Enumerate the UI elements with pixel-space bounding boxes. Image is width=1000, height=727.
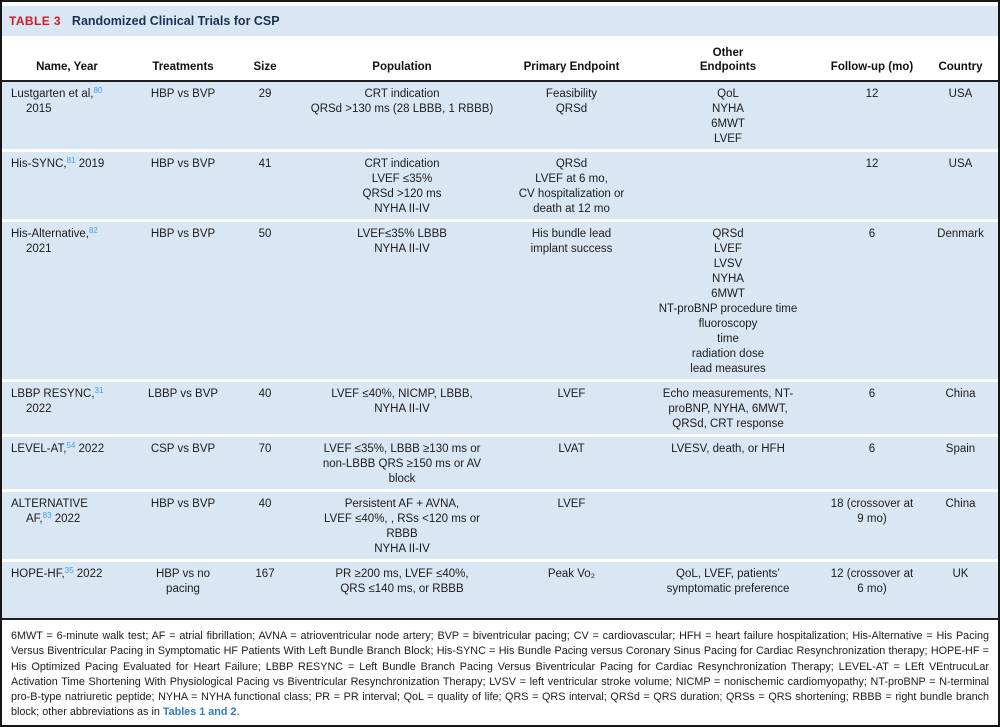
- table-row: HOPE-HF,35 2022 HBP vs no pacing 167 PR ≥20…: [2, 562, 998, 618]
- reference-superscript[interactable]: 54: [66, 441, 76, 450]
- footnote-text: 6MWT = 6-minute walk test; AF = atrial f…: [11, 630, 989, 719]
- cell-size: 167: [255, 568, 275, 580]
- cell-name-year: LBBP RESYNC,31 2022: [11, 386, 104, 416]
- column-header-size: Size: [253, 61, 277, 73]
- reference-superscript[interactable]: 81: [66, 156, 76, 165]
- tables-1-2-link[interactable]: Tables 1 and 2: [162, 706, 237, 719]
- cell-primary: LVAT: [558, 443, 585, 455]
- cell-country: Spain: [945, 443, 976, 455]
- table-titlebar: TABLE 3 Randomized Clinical Trials for C…: [2, 6, 998, 36]
- cell-country: USA: [948, 88, 973, 100]
- footnote-divider: [2, 618, 998, 620]
- cell-country: USA: [948, 158, 973, 170]
- cell-name-year: Lustgarten et al,80 2015: [11, 86, 103, 116]
- column-header-population: Population: [372, 61, 432, 73]
- cell-treatments: HBP vs BVP: [150, 498, 216, 510]
- reference-superscript[interactable]: 80: [93, 86, 103, 95]
- cell-name-year: LEVEL-AT,54 2022: [11, 441, 105, 456]
- cell-primary: Peak Vo₂: [547, 568, 596, 580]
- cell-size: 40: [258, 498, 272, 510]
- cell-country: China: [945, 498, 976, 510]
- cell-followup: 12: [865, 88, 879, 100]
- cell-followup: 6: [868, 443, 876, 455]
- cell-primary: His bundle lead implant success: [530, 228, 613, 255]
- column-header-other-endpoints: Other Endpoints: [699, 47, 757, 73]
- table-row: His-Alternative,82 2021 HBP vs BVP 50 LVEF≤3…: [2, 222, 998, 382]
- column-header-primary-endpoint: Primary Endpoint: [523, 61, 620, 73]
- cell-name-year: His-Alternative,82 2021: [11, 226, 98, 256]
- cell-treatments: LBBP vs BVP: [147, 388, 219, 400]
- table-row: His-SYNC,81 2019 HBP vs BVP 41 CRT indicati…: [2, 152, 998, 222]
- cell-population: CRT indication QRSd >130 ms (28 LBBB, 1 …: [310, 88, 494, 115]
- cell-other: QoL NYHA 6MWT LVEF: [711, 88, 745, 145]
- table-body: Lustgarten et al,80 2015 HBP vs BVP 29 CRT i…: [2, 82, 998, 618]
- cell-other: QoL, LVEF, patients’ symptomatic prefere…: [666, 568, 790, 595]
- cell-other: QRSd LVEF LVSV NYHA 6MWT NT-proBNP proce…: [658, 228, 798, 375]
- cell-primary: QRSd LVEF at 6 mo, CV hospitalization or…: [518, 158, 625, 215]
- cell-followup: 12 (crossover at 6 mo): [830, 568, 914, 595]
- cell-population: LVEF ≤40%, NICMP, LBBB, NYHA II-IV: [331, 388, 473, 415]
- cell-country: UK: [952, 568, 969, 580]
- cell-other: LVESV, death, or HFH: [671, 443, 785, 455]
- column-header-followup: Follow-up (mo): [830, 61, 914, 73]
- table-row: LEVEL-AT,54 2022 CSP vs BVP 70 LVEF ≤35%, L…: [2, 437, 998, 492]
- cell-primary: LVEF: [557, 388, 586, 400]
- cell-size: 41: [258, 158, 272, 170]
- cell-primary: LVEF: [557, 498, 586, 510]
- table-title: Randomized Clinical Trials for CSP: [71, 14, 280, 28]
- cell-primary: Feasibility QRSd: [545, 88, 598, 115]
- column-header-country: Country: [938, 61, 983, 73]
- cell-size: 29: [258, 88, 272, 100]
- cell-size: 70: [258, 443, 272, 455]
- cell-treatments: HBP vs BVP: [150, 228, 216, 240]
- reference-superscript[interactable]: 82: [88, 226, 98, 235]
- cell-other: [635, 157, 821, 217]
- column-header-treatments: Treatments: [152, 61, 214, 73]
- table-header-row: Name, Year Treatments Size Population Pr…: [2, 36, 998, 80]
- reference-superscript[interactable]: 35: [64, 566, 74, 575]
- table-row: LBBP RESYNC,31 2022 LBBP vs BVP 40 LVEF ≤40%…: [2, 382, 998, 437]
- cell-size: 40: [258, 388, 272, 400]
- table-row: ALTERNATIVE AF,83 2022 HBP vs BVP 40 Persist…: [2, 492, 998, 562]
- reference-superscript[interactable]: 83: [42, 511, 52, 520]
- cell-other: Echo measurements, NT- proBNP, NYHA, 6MW…: [662, 388, 794, 430]
- table-row: Lustgarten et al,80 2015 HBP vs BVP 29 CRT i…: [2, 82, 998, 152]
- cell-treatments: HBP vs BVP: [150, 158, 216, 170]
- cell-name-year: ALTERNATIVE AF,83 2022: [11, 498, 88, 525]
- cell-treatments: HBP vs no pacing: [155, 568, 211, 595]
- reference-superscript[interactable]: 31: [94, 386, 104, 395]
- cell-other: [635, 497, 821, 557]
- cell-size: 50: [258, 228, 272, 240]
- header-divider: [2, 80, 998, 82]
- cell-followup: 12: [865, 158, 879, 170]
- cell-population: LVEF≤35% LBBB NYHA II-IV: [357, 228, 447, 255]
- cell-country: Denmark: [937, 228, 984, 240]
- cell-population: Persistent AF + AVNA, LVEF ≤40%, , RSs <…: [324, 498, 480, 555]
- cell-population: CRT indication LVEF ≤35% QRSd >120 ms NY…: [362, 158, 442, 215]
- cell-country: China: [945, 388, 976, 400]
- table-footnote: 6MWT = 6-minute walk test; AF = atrial f…: [2, 620, 998, 725]
- cell-name-year: HOPE-HF,35 2022: [11, 566, 103, 581]
- cell-treatments: HBP vs BVP: [150, 88, 216, 100]
- footnote-period: .: [236, 706, 240, 719]
- cell-population: PR ≥200 ms, LVEF ≤40%, QRS ≤140 ms, or R…: [335, 568, 469, 595]
- cell-population: LVEF ≤35%, LBBB ≥130 ms or non-LBBB QRS …: [322, 443, 482, 485]
- cell-treatments: CSP vs BVP: [150, 443, 216, 455]
- cell-followup: 6: [868, 388, 876, 400]
- table-number-label: TABLE 3: [9, 14, 61, 28]
- cell-followup: 18 (crossover at 9 mo): [830, 498, 914, 525]
- cell-followup: 6: [868, 228, 876, 240]
- cell-name-year: His-SYNC,81 2019: [11, 156, 105, 171]
- column-header-name-year: Name, Year: [36, 61, 98, 73]
